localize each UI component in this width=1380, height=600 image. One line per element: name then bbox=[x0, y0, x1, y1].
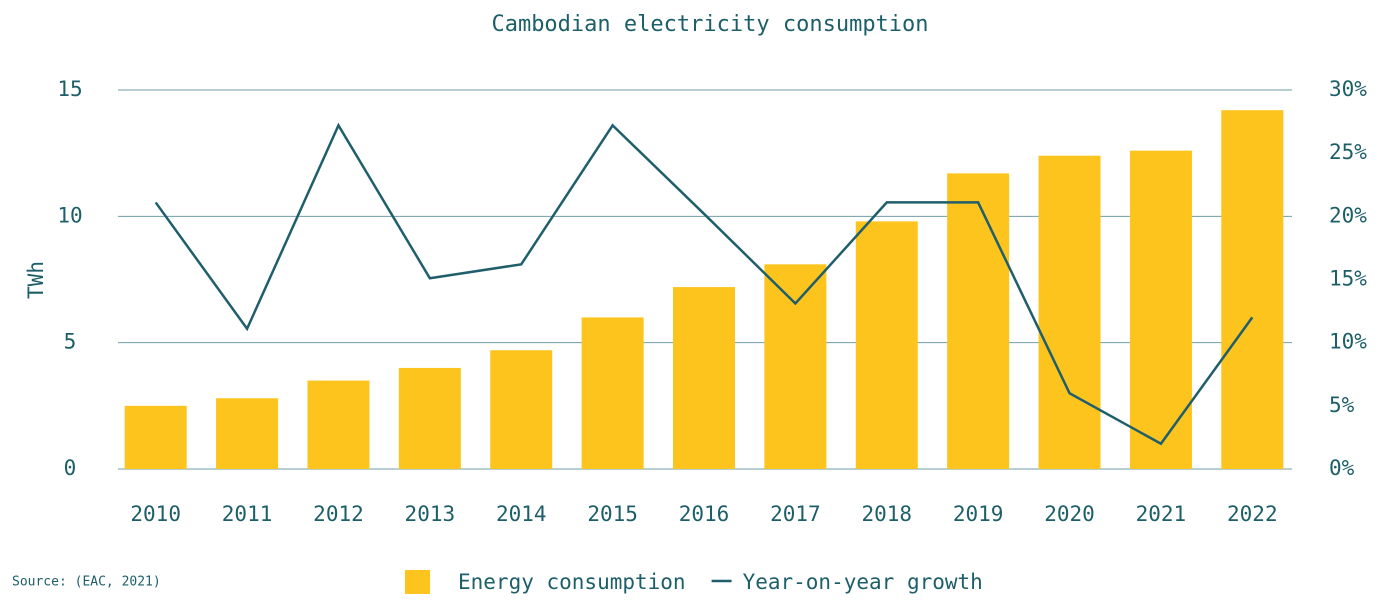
bar bbox=[1038, 155, 1101, 469]
x-tick-label: 2013 bbox=[405, 502, 456, 526]
bar bbox=[216, 398, 279, 469]
y2-tick-label: 25% bbox=[1329, 140, 1367, 164]
x-tick-label: 2012 bbox=[313, 502, 364, 526]
bar bbox=[1129, 150, 1192, 469]
y-tick-label: 5 bbox=[64, 330, 77, 354]
legend-label: Energy consumption bbox=[458, 570, 686, 594]
y2-tick-label: 10% bbox=[1329, 330, 1367, 354]
bar bbox=[855, 221, 918, 469]
x-tick-label: 2010 bbox=[130, 502, 181, 526]
bar bbox=[673, 287, 735, 469]
x-tick-label: 2019 bbox=[953, 502, 1004, 526]
chart-title: Cambodian electricity consumption bbox=[491, 12, 928, 37]
x-tick-label: 2022 bbox=[1227, 502, 1278, 526]
bar bbox=[307, 380, 370, 469]
bar bbox=[581, 317, 644, 469]
y-tick-label: 15 bbox=[57, 77, 82, 101]
bar bbox=[947, 173, 1010, 469]
y-tick-label: 0 bbox=[64, 456, 77, 480]
bar bbox=[1221, 110, 1284, 470]
bar bbox=[398, 367, 461, 469]
bar bbox=[490, 350, 553, 469]
x-tick-label: 2014 bbox=[496, 502, 547, 526]
bar bbox=[764, 264, 827, 469]
bar bbox=[124, 405, 187, 469]
y2-tick-label: 15% bbox=[1329, 267, 1367, 291]
y2-tick-label: 5% bbox=[1329, 393, 1355, 417]
x-tick-label: 2017 bbox=[770, 502, 821, 526]
y2-tick-label: 30% bbox=[1329, 77, 1367, 101]
line bbox=[154, 122, 1254, 446]
x-tick-label: 2021 bbox=[1136, 502, 1187, 526]
x-tick-label: 2020 bbox=[1044, 502, 1095, 526]
x-tick-label: 2011 bbox=[222, 502, 273, 526]
y2-tick-label: 20% bbox=[1329, 203, 1367, 227]
x-tick-label: 2018 bbox=[861, 502, 912, 526]
legend-label: Year-on-year growth bbox=[743, 570, 983, 594]
x-tick-label: 2015 bbox=[587, 502, 638, 526]
y-axis-label: TWh bbox=[24, 261, 48, 299]
legend-swatch bbox=[405, 570, 430, 594]
y2-tick-label: 0% bbox=[1329, 456, 1355, 480]
y-tick-label: 10 bbox=[57, 203, 82, 227]
x-tick-label: 2016 bbox=[679, 502, 730, 526]
source-note: Source: (EAC, 2021) bbox=[12, 575, 161, 590]
